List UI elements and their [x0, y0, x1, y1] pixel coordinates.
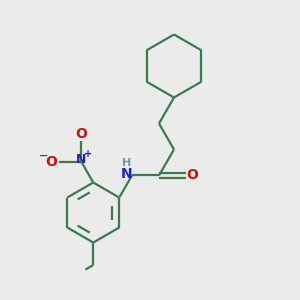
- Text: O: O: [46, 155, 58, 169]
- Text: N: N: [121, 167, 132, 181]
- Text: −: −: [38, 151, 48, 161]
- Text: N: N: [76, 153, 86, 167]
- Text: O: O: [187, 168, 199, 182]
- Text: +: +: [84, 149, 92, 159]
- Text: O: O: [75, 127, 87, 141]
- Text: H: H: [122, 158, 131, 168]
